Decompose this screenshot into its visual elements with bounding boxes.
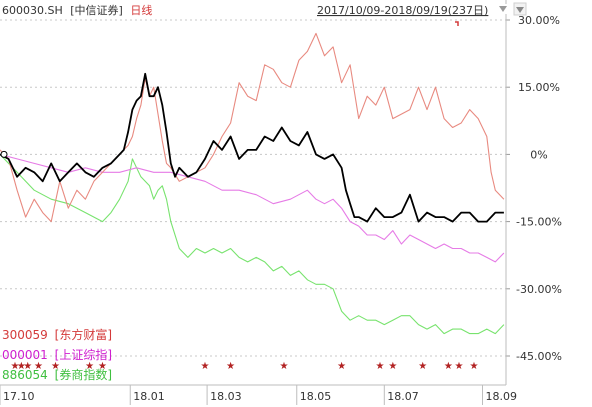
legend-item-300059: 300059 [东方财富] — [2, 327, 112, 342]
y-tick-label: 15.00% — [518, 81, 560, 94]
cursor-marker-icon — [455, 21, 459, 26]
event-stars: ★★★ ★ ★ ★ ★ ★ ★ ★ ★ ★ ★ ★ ★ ★ ★ — [10, 361, 478, 372]
y-tick-label: 30.00% — [518, 14, 560, 27]
x-tick-label: 17.10 — [3, 390, 35, 403]
settings-dropdown-icon[interactable] — [513, 2, 527, 16]
legend-code: 000001 — [2, 348, 48, 362]
header-name: [中信证券] — [70, 3, 123, 17]
x-axis: 17.10 18.01 18.03 18.05 18.07 18.09 — [0, 385, 517, 405]
event-star-icon[interactable]: ★ — [10, 361, 19, 372]
y-tick-label: -45.00% — [516, 350, 562, 363]
legend-label: [上证综指] — [55, 347, 112, 362]
x-tick-label: 18.01 — [133, 390, 165, 403]
event-star-icon[interactable]: ★ — [98, 361, 107, 372]
x-tick-label: 18.03 — [210, 390, 242, 403]
series-start-marker — [0, 150, 8, 158]
y-tick-label: -30.00% — [516, 283, 562, 296]
event-star-icon[interactable]: ★ — [200, 361, 209, 372]
series-layer — [0, 32, 505, 335]
event-star-icon[interactable]: ★ — [469, 361, 478, 372]
y-tick-label: -15.00% — [516, 216, 562, 229]
grid — [0, 19, 510, 357]
series-line-300059 — [0, 32, 505, 223]
header-date-range: 2017/10/09-2018/09/19(237日) — [317, 4, 488, 17]
legend-label: [券商指数] — [55, 367, 112, 382]
event-star-icon[interactable]: ★ — [17, 361, 26, 372]
legend-code: 300059 — [2, 328, 48, 342]
x-tick-label: 18.07 — [387, 390, 419, 403]
event-star-icon[interactable]: ★ — [85, 361, 94, 372]
event-star-icon[interactable]: ★ — [51, 361, 60, 372]
event-star-icon[interactable]: ★ — [455, 361, 464, 372]
x-tick-label: 18.09 — [486, 390, 518, 403]
legend: 300059 [东方财富] 000001 [上证综指] 886054 [券商指数… — [2, 327, 112, 382]
event-star-icon[interactable]: ★ — [279, 361, 288, 372]
legend-code: 886054 — [2, 368, 48, 382]
event-star-icon[interactable]: ★ — [388, 361, 397, 372]
y-tick-label: 0% — [530, 148, 547, 161]
legend-label: [东方财富] — [55, 327, 112, 342]
x-tick-label: 18.05 — [300, 390, 332, 403]
event-star-icon[interactable]: ★ — [444, 361, 453, 372]
header-symbol: 600030.SH — [2, 4, 63, 17]
series-line-600030.SH — [0, 72, 504, 223]
legend-item-886054: 886054 [券商指数] — [2, 367, 112, 382]
event-star-icon[interactable]: ★ — [337, 361, 346, 372]
event-star-icon[interactable]: ★ — [376, 361, 385, 372]
event-star-icon[interactable]: ★ — [34, 361, 43, 372]
event-star-icon[interactable]: ★ — [418, 361, 427, 372]
y-axis: 30.00% 15.00% 0% -15.00% -30.00% -45.00% — [516, 14, 562, 363]
header-period: 日线 — [130, 3, 152, 17]
svg-text:600030.SH [中信证券] 日: 600030.SH [中信证券] 日线 — [2, 3, 152, 17]
period-dropdown-icon[interactable] — [498, 4, 508, 14]
legend-item-000001: 000001 [上证综指] — [2, 347, 112, 362]
series-line-000001 — [0, 153, 505, 263]
event-star-icon[interactable]: ★ — [23, 361, 32, 372]
series-line-886054 — [0, 154, 505, 335]
event-star-icon[interactable]: ★ — [226, 361, 235, 372]
chart-header: 600030.SH [中信证券] 日线 2017/10/09-2018/09/1… — [2, 2, 527, 26]
